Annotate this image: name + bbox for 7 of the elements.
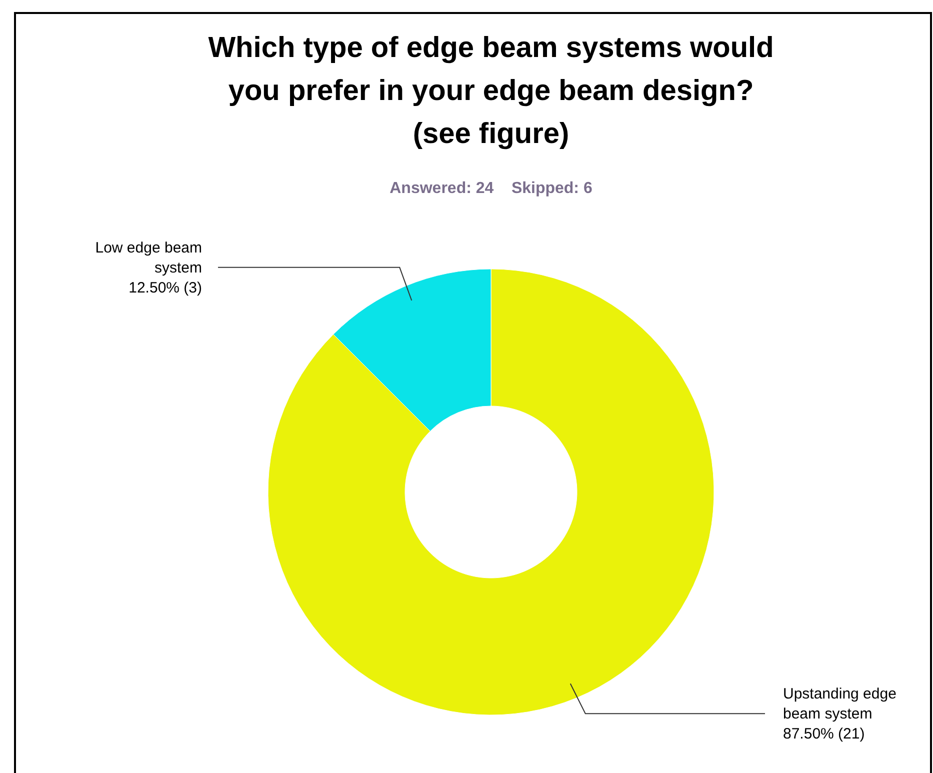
chart-subtitle: Answered: 24 Skipped: 6 xyxy=(390,180,592,197)
chart-title: Which type of edge beam systems would you prefer in your edge beam design? (see figure) xyxy=(208,32,774,150)
data-label: 87.50% (21) xyxy=(783,726,865,743)
donut-slice xyxy=(268,268,714,715)
slice-label: Low edge beam system xyxy=(95,239,202,276)
data-label: 12.50% (3) xyxy=(128,279,202,296)
slice-label: Upstanding edge beam system xyxy=(783,686,896,723)
